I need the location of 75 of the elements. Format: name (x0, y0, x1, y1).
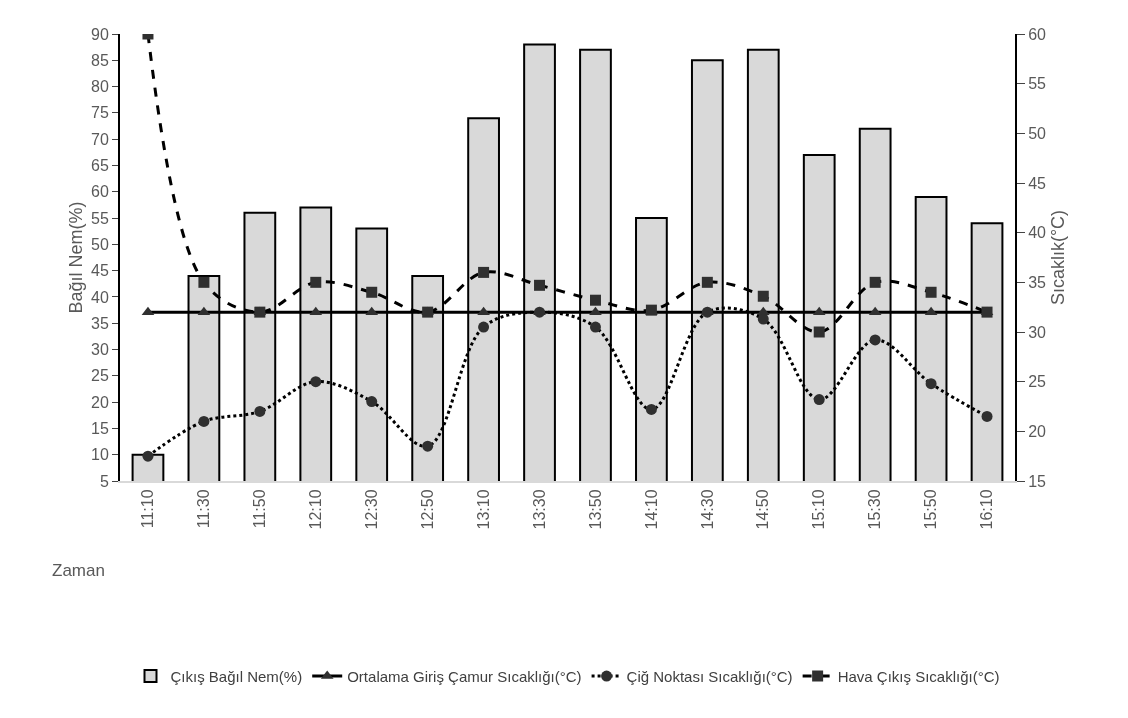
x-tick-label: 13:10 (474, 489, 492, 530)
point (869, 276, 881, 288)
x-tick-label: 14:30 (698, 489, 716, 530)
y2-tick-label: 60 (1028, 25, 1047, 43)
point (757, 290, 769, 302)
point (366, 396, 378, 408)
legend-label: Ortalama Giriş Çamur Sıcaklığı(°C) (347, 667, 582, 685)
point (198, 415, 210, 427)
y2-tick-label: 35 (1028, 273, 1047, 291)
y-tick-label: 15 (91, 420, 109, 438)
x-tick-label: 14:50 (754, 489, 772, 530)
y2-tick-label: 20 (1028, 422, 1047, 440)
y2-axis-title: Sıcaklık(°C) (1047, 209, 1068, 306)
y2-tick-label: 15 (1028, 472, 1047, 490)
y-tick-label: 60 (91, 183, 109, 201)
y-tick-label: 50 (91, 235, 109, 253)
y-axis-title: Bağıl Nem(%) (65, 201, 86, 314)
y2-tick-label: 30 (1028, 323, 1047, 341)
point (366, 286, 378, 298)
legend-label: Çıkış Bağıl Nem(%) (170, 667, 303, 685)
y-tick-label: 90 (91, 25, 109, 43)
x-tick-label: 13:30 (530, 489, 548, 530)
point (422, 440, 434, 452)
y-tick-label: 5 (99, 472, 109, 490)
x-tick-label: 11:30 (195, 489, 213, 529)
x-tick-label: 11:50 (251, 489, 269, 529)
y-tick-label: 35 (91, 314, 109, 332)
y-tick-label: 75 (91, 104, 109, 122)
x-tick-label: 16:10 (978, 489, 996, 530)
point (478, 321, 490, 333)
x-tick-label: 11:10 (139, 489, 157, 529)
y-tick-label: 65 (91, 157, 109, 175)
y2-tick-label: 40 (1028, 224, 1047, 242)
x-tick-label: 13:50 (586, 489, 604, 530)
x-tick-label: 12:30 (362, 489, 380, 530)
legend-label: Çiğ Noktası Sıcaklığı(°C) (626, 667, 793, 685)
point (925, 286, 937, 298)
point (310, 276, 322, 288)
y2-tick-label: 25 (1028, 373, 1047, 391)
point (534, 279, 546, 291)
point (589, 294, 601, 306)
point (813, 326, 825, 338)
y-tick-label: 10 (91, 446, 109, 464)
y2-tick-label: 55 (1028, 75, 1047, 93)
x-tick-label: 15:50 (922, 489, 940, 530)
x-tick-label: 12:50 (418, 489, 436, 530)
y-tick-label: 40 (91, 288, 109, 306)
y2-tick-label: 45 (1028, 174, 1047, 192)
point (813, 394, 825, 406)
point (589, 321, 601, 333)
point (198, 276, 210, 288)
point (142, 450, 154, 462)
y-tick-label: 55 (91, 209, 109, 227)
x-axis-title: Zaman (52, 561, 105, 580)
x-tick-label: 14:10 (642, 489, 660, 530)
point (254, 405, 266, 417)
y-tick-label: 25 (91, 367, 109, 385)
point (869, 334, 881, 346)
x-tick-label: 15:10 (810, 489, 828, 530)
y-tick-label: 80 (91, 78, 109, 96)
y2-tick-label: 50 (1028, 124, 1047, 142)
x-tick-label: 12:10 (306, 489, 324, 530)
point (310, 376, 322, 388)
point (981, 410, 993, 422)
legend-label: Hava Çıkış Sıcaklığı(°C) (837, 667, 1000, 685)
point (478, 266, 490, 278)
y-tick-label: 45 (91, 262, 109, 280)
y-tick-label: 85 (91, 51, 109, 69)
y-tick-label: 70 (91, 130, 109, 148)
point (701, 276, 713, 288)
y-tick-label: 30 (91, 341, 109, 359)
y-tick-label: 20 (91, 393, 109, 411)
point (645, 403, 657, 415)
point (925, 378, 937, 390)
x-tick-label: 15:30 (866, 489, 884, 530)
